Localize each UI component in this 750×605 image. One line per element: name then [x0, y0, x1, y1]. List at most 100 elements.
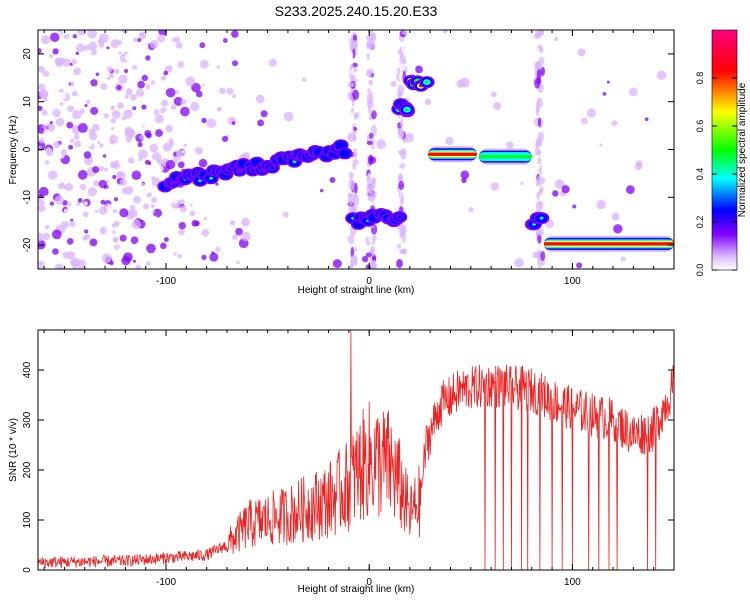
colorbar-tick-label: 0.6	[695, 120, 705, 133]
heatmap-noise-column-cell	[348, 172, 354, 178]
heatmap-blob-3	[424, 80, 429, 84]
heatmap-noise-column-cell	[399, 249, 406, 254]
heatmap-noise-column-cell	[400, 131, 405, 138]
heatmap-x-tick-label: -100	[156, 276, 176, 287]
heatmap-noise-cell	[202, 83, 206, 87]
heatmap-noise-cell	[111, 223, 117, 228]
snr-x-tick-label: 100	[564, 577, 581, 588]
heatmap-noise-column-cell	[350, 72, 356, 84]
heatmap-noise-cell	[90, 176, 96, 182]
heatmap-noise-cell	[77, 123, 88, 133]
heatmap-noise-column-cell	[539, 30, 544, 36]
heatmap-noise-cell	[118, 51, 122, 55]
heatmap-noise-column-cell	[397, 67, 401, 74]
heatmap-noise-cell	[114, 68, 120, 74]
heatmap-noise-cell	[257, 119, 265, 127]
heatmap-noise-column-cell	[366, 182, 374, 194]
heatmap-noise-cell	[103, 167, 109, 172]
heatmap-noise-column-cell	[352, 159, 359, 166]
snr-x-axis-label: Height of straight line (km)	[298, 584, 415, 595]
heatmap-noise-cell	[209, 252, 219, 262]
heatmap-noise-cell	[183, 143, 187, 147]
heatmap-noise-cell	[170, 104, 177, 111]
heatmap-noise-cell	[73, 67, 82, 76]
heatmap-noise-cell	[110, 39, 120, 48]
heatmap-noise-cell	[52, 248, 59, 255]
heatmap-noise-cell	[199, 59, 209, 69]
heatmap-noise-cell	[561, 185, 570, 194]
heatmap-noise-cell	[491, 91, 497, 98]
heatmap-noise-cell	[106, 46, 110, 50]
heatmap-noise-cell	[425, 171, 430, 176]
heatmap-noise-cell	[151, 196, 158, 204]
heatmap-noise-column-cell	[401, 30, 408, 35]
heatmap-noise-cell	[576, 262, 583, 269]
heatmap-noise-cell	[599, 143, 603, 147]
heatmap-noise-cell	[83, 201, 89, 206]
heatmap-noise-cell	[232, 234, 238, 240]
heatmap-noise-cell	[635, 160, 643, 167]
heatmap-noise-cell	[59, 71, 69, 82]
heatmap-noise-column-cell	[366, 140, 373, 146]
heatmap-noise-column-cell	[347, 234, 355, 245]
heatmap-noise-cell	[74, 140, 82, 148]
heatmap-noise-cell	[137, 38, 142, 43]
heatmap-noise-column-cell	[538, 164, 543, 176]
heatmap-noise-cell	[76, 30, 87, 36]
heatmap-noise-cell	[113, 197, 119, 202]
heatmap-noise-cell	[76, 202, 81, 206]
heatmap-noise-column-cell	[371, 110, 377, 120]
heatmap-noise-cell	[43, 128, 50, 135]
heatmap-blob-0	[342, 151, 347, 155]
snr-x-tick-label: -100	[156, 577, 176, 588]
heatmap-noise-cell	[38, 145, 42, 149]
heatmap-noise-column-cell	[540, 66, 546, 76]
heatmap-noise-cell	[229, 220, 236, 226]
heatmap-noise-column-cell	[398, 180, 405, 190]
heatmap-noise-cell	[63, 208, 69, 214]
heatmap-noise-cell	[60, 148, 68, 156]
heatmap-noise-cell	[231, 94, 236, 99]
heatmap-blob-0	[317, 150, 322, 154]
heatmap-noise-cell	[105, 204, 115, 214]
heatmap-noise-cell	[376, 139, 387, 150]
heatmap-noise-cell	[119, 178, 127, 186]
heatmap-noise-cell	[144, 129, 152, 137]
heatmap-noise-cell	[152, 208, 162, 218]
colorbar-label: Normalized spectral amplitude	[737, 82, 748, 217]
heatmap-noise-cell	[123, 109, 133, 119]
heatmap-noise-cell	[100, 199, 106, 205]
heatmap-noise-cell	[442, 30, 448, 34]
heatmap-noise-column-cell	[365, 70, 373, 78]
heatmap-noise-cell	[88, 41, 98, 51]
heatmap-noise-cell	[157, 165, 164, 172]
heatmap-noise-cell	[100, 83, 108, 91]
heatmap-noise-cell	[174, 36, 180, 43]
heatmap-noise-column-cell	[368, 148, 375, 157]
heatmap-noise-cell	[73, 133, 80, 140]
heatmap-noise-cell	[212, 36, 217, 41]
heatmap-noise-cell	[72, 34, 77, 39]
heatmap-noise-cell	[138, 31, 147, 40]
heatmap-noise-cell	[143, 203, 150, 210]
heatmap-noise-cell	[116, 84, 122, 91]
heatmap-noise-cell	[282, 211, 289, 218]
heatmap-noise-cell	[112, 174, 117, 180]
heatmap-noise-cell	[131, 219, 142, 229]
heatmap-noise-cell	[82, 235, 88, 241]
heatmap-noise-cell	[163, 70, 169, 76]
heatmap-noise-cell	[46, 149, 54, 157]
heatmap-noise-cell	[133, 37, 138, 43]
heatmap-noise-column-cell	[536, 97, 540, 109]
heatmap-noise-column-cell	[400, 151, 407, 160]
heatmap-noise-cell	[165, 65, 173, 73]
heatmap-noise-column-cell	[401, 42, 408, 54]
heatmap-noise-column-cell	[366, 93, 372, 104]
heatmap-noise-cell	[47, 170, 58, 180]
heatmap-noise-cell	[60, 136, 66, 141]
heatmap-x-tick-label: 0	[366, 276, 372, 287]
heatmap-noise-cell	[119, 208, 129, 218]
heatmap-noise-cell	[268, 58, 277, 67]
heatmap-noise-cell	[283, 111, 294, 122]
heatmap-noise-column-cell	[397, 174, 403, 182]
